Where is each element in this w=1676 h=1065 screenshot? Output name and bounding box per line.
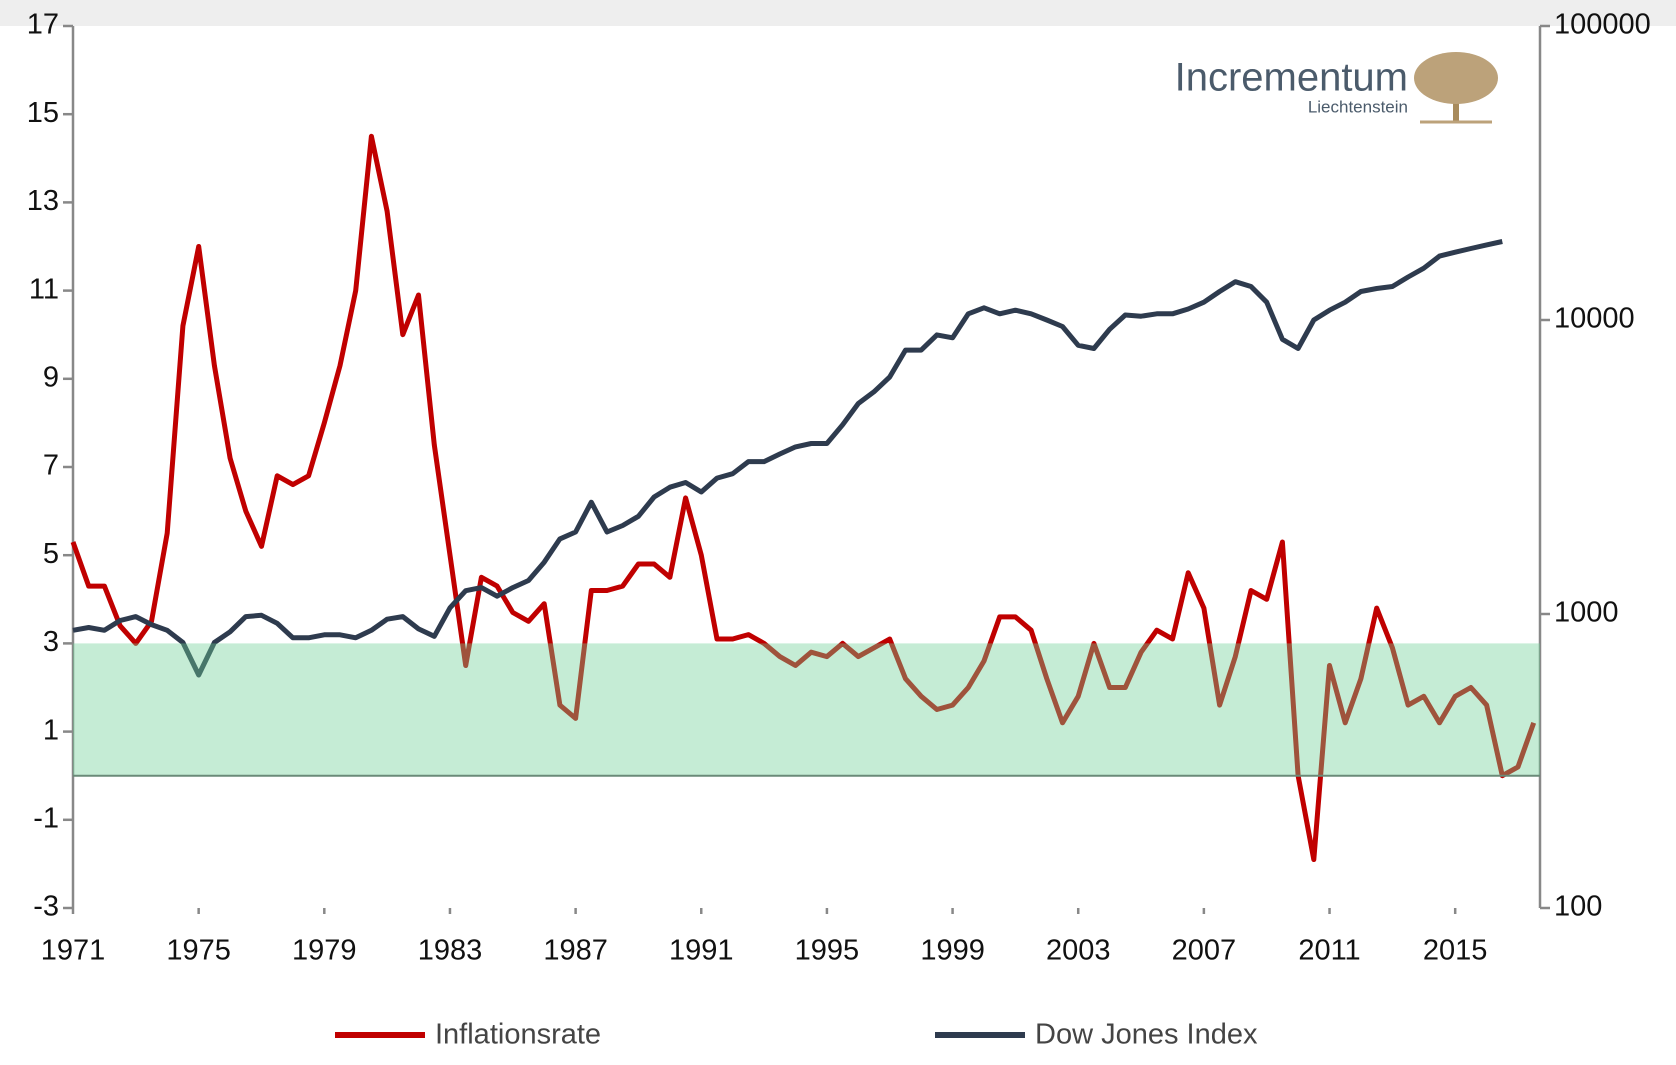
y2-tick-label: 100: [1554, 891, 1602, 923]
x-tick-label: 1983: [418, 935, 483, 967]
x-tick-label: 1971: [41, 935, 106, 967]
legend-label: Inflationsrate: [435, 1019, 601, 1051]
legend-label: Dow Jones Index: [1035, 1019, 1258, 1051]
y-tick-label: -3: [33, 891, 59, 923]
logo-name: Incrementum: [1175, 56, 1408, 100]
series-line: [72, 239, 1503, 678]
logo: Incrementum Liechtenstein: [1175, 52, 1498, 124]
x-tick-label: 1979: [292, 935, 357, 967]
x-tick-label: 1991: [669, 935, 734, 967]
x-tick-label: 2011: [1298, 935, 1360, 967]
x-tick-label: 2003: [1046, 935, 1111, 967]
y-tick-label: 9: [43, 361, 59, 393]
x-tick-label: 1987: [543, 935, 608, 967]
logo-place: Liechtenstein: [1308, 97, 1408, 116]
y2-tick-label: 10000: [1554, 303, 1635, 335]
target-band: [73, 643, 1540, 776]
y-tick-label: -1: [33, 802, 59, 834]
y-tick-label: 13: [27, 185, 59, 217]
x-tick-label: 1975: [166, 935, 231, 967]
y-tick-label: 1: [43, 714, 59, 746]
y2-tick-label: 100000: [1554, 9, 1651, 41]
y-tick-label: 5: [43, 538, 59, 570]
y-tick-label: 11: [29, 273, 59, 305]
x-tick-label: 2007: [1172, 935, 1237, 967]
logo-crown: [1414, 52, 1498, 104]
y-tick-label: 3: [43, 626, 59, 658]
series-line: [70, 133, 1537, 862]
y-tick-label: 15: [27, 97, 59, 129]
y-tick-label: 17: [27, 9, 59, 41]
x-tick-label: 1995: [795, 935, 860, 967]
x-tick-label: 2015: [1423, 935, 1488, 967]
y2-tick-label: 1000: [1554, 597, 1619, 629]
y-tick-label: 7: [43, 450, 59, 482]
top-strip: [0, 0, 1676, 26]
x-tick-label: 1999: [920, 935, 985, 967]
